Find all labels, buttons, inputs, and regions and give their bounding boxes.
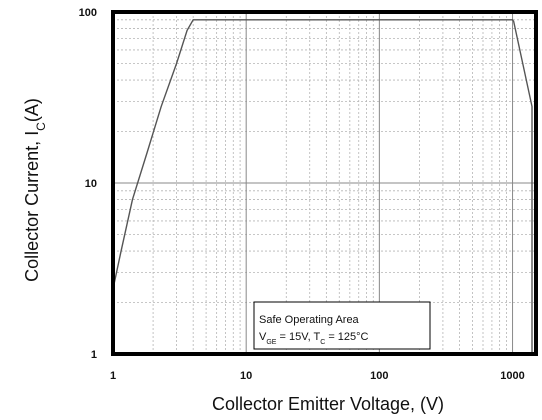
annotation-title: Safe Operating Area [259,314,360,326]
annotation-conditions: VGE = 15V, TC = 125°C [259,331,369,346]
annotation-text-4: = 125°C [325,331,368,343]
y-tick-label-1: 1 [91,349,97,361]
plot-frame [111,10,538,356]
annotation-text-2: = 15V, T [276,331,320,343]
x-tick-label-1: 1 [110,370,116,382]
y-tick-label-10: 10 [85,178,97,190]
y-tick-label-100: 100 [79,7,97,19]
y-axis-label-main: Collector Current, I [22,131,42,282]
y-tick-labels: 1 10 100 [79,7,97,361]
series-line-1 [112,19,533,354]
x-tick-label-100: 100 [370,370,388,382]
series-lines [112,19,533,354]
annotation-box: Safe Operating Area VGE = 15V, TC = 125°… [253,301,431,350]
y-axis-label-suffix: (A) [22,98,42,122]
annotation-text-0: V [259,331,267,343]
y-axis-label: Collector Current, IC(A) [22,98,48,282]
x-tick-label-10: 10 [240,370,252,382]
annotation-subscript-1: GE [266,339,276,346]
annotation-subscript-3: C [320,339,325,346]
annotation-box-border [253,301,431,350]
x-axis-label: Collector Emitter Voltage, (V) [212,394,444,414]
x-tick-label-1000: 1000 [500,370,524,382]
x-tick-labels: 1 10 100 1000 [110,370,525,382]
y-axis-label-sub: C [34,122,48,131]
grid-lines [113,12,536,354]
